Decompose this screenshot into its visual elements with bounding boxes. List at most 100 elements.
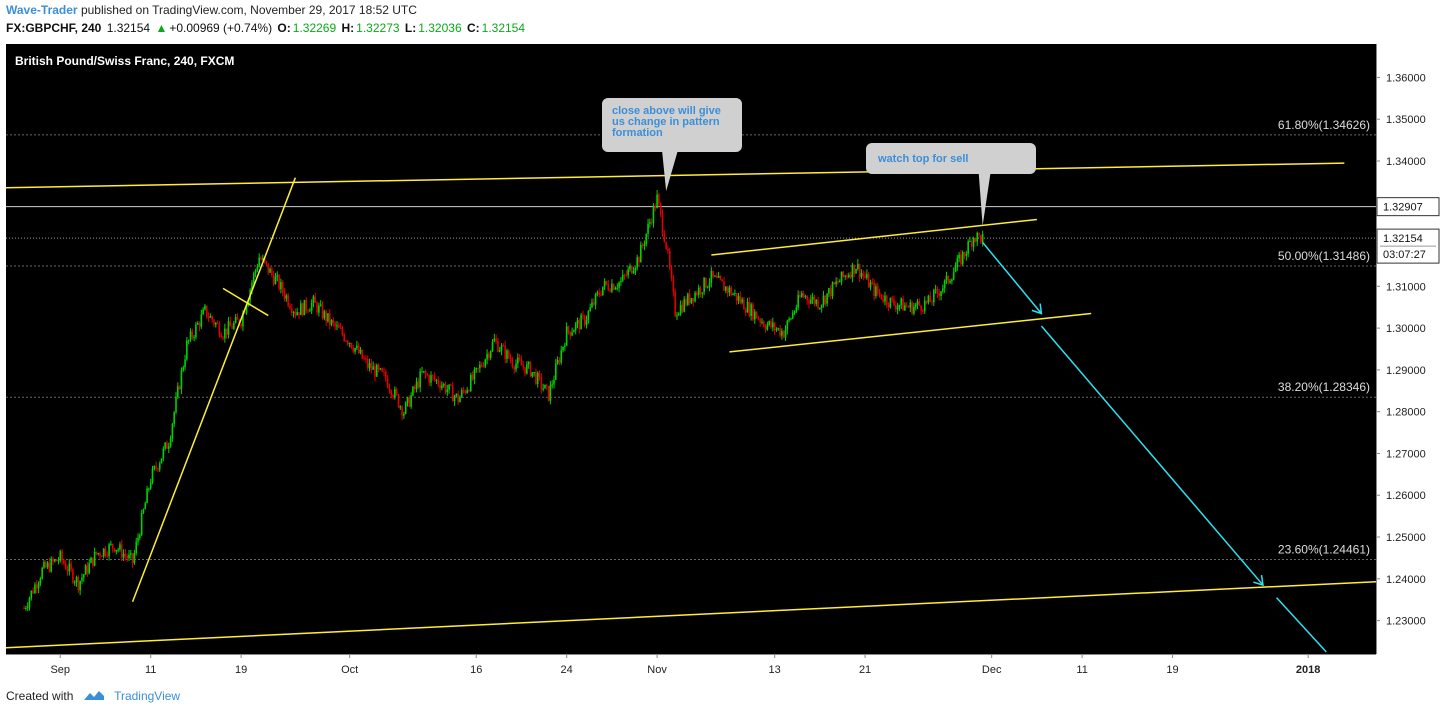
candle-body	[133, 552, 136, 563]
price-chart[interactable]: 1.360001.350001.340001.330001.320001.310…	[0, 42, 1440, 685]
candle-body	[826, 293, 828, 304]
candle-body	[701, 292, 704, 294]
publish-info: published on TradingView.com, November 2…	[80, 3, 417, 17]
candle-body	[101, 555, 103, 557]
candle-body	[142, 509, 145, 514]
candle-body	[191, 331, 194, 338]
candle-body	[374, 366, 376, 377]
countdown-label: 03:07:27	[1383, 249, 1426, 261]
candle-body	[931, 302, 933, 304]
x-tick-label: 13	[769, 664, 781, 676]
candle-body	[867, 274, 870, 288]
candle-body	[585, 319, 588, 325]
candle-body	[889, 297, 892, 308]
candle-body	[717, 276, 720, 278]
tradingview-link[interactable]: TradingView	[114, 689, 181, 703]
created-with-label: Created with	[6, 689, 74, 703]
candle-body	[838, 281, 841, 283]
candle-body	[697, 287, 700, 296]
candle-body	[495, 338, 497, 341]
candle-body	[453, 396, 456, 402]
candle-body	[574, 323, 577, 331]
candle-body	[343, 334, 346, 341]
candle-body	[927, 295, 930, 303]
candle-body	[676, 315, 678, 317]
candle-body	[954, 267, 957, 273]
candle-body	[598, 292, 601, 295]
candle-body	[151, 468, 154, 483]
candle-body	[974, 238, 977, 242]
candle-body	[383, 371, 385, 373]
price-axis-background	[1376, 44, 1440, 684]
symbol-label: FX:GBPCHF, 240	[6, 21, 102, 35]
candle-body	[73, 582, 76, 584]
candle-body	[768, 321, 771, 325]
candle-body	[477, 367, 479, 369]
candle-body	[688, 293, 691, 304]
candle-body	[911, 302, 913, 314]
candle-body	[310, 302, 313, 311]
candle-body	[229, 321, 232, 327]
low-label: L:	[404, 21, 417, 35]
candle-body	[269, 268, 271, 273]
fib-level-label: 61.80%(1.34626)	[1278, 118, 1370, 132]
candle-body	[887, 304, 890, 308]
candle-body	[730, 287, 733, 296]
high-value: 1.32273	[356, 21, 400, 35]
candle-body	[645, 233, 648, 245]
candle-body	[880, 293, 883, 299]
candle-body	[296, 312, 298, 316]
candle-body	[658, 194, 660, 204]
candle-body	[734, 293, 736, 295]
candle-body	[860, 273, 863, 278]
candle-body	[938, 293, 941, 297]
open-value: 1.32269	[292, 21, 337, 35]
candle-body	[455, 393, 458, 397]
candle-body	[858, 263, 861, 278]
candle-body	[497, 340, 499, 352]
candle-body	[233, 322, 235, 329]
candle-body	[348, 342, 351, 344]
candle-body	[536, 372, 539, 385]
candle-body	[276, 275, 279, 277]
candle-body	[502, 345, 505, 347]
candle-body	[567, 326, 570, 332]
candle-body	[800, 293, 803, 298]
candle-body	[211, 315, 213, 321]
candle-body	[254, 270, 257, 274]
candle-body	[562, 346, 564, 351]
candle-body	[904, 305, 906, 311]
candle-body	[135, 541, 138, 553]
candle-body	[379, 368, 382, 370]
candle-body	[307, 310, 309, 312]
candle-body	[243, 313, 246, 315]
candle-body	[104, 548, 107, 556]
candle-body	[466, 390, 468, 393]
candle-body	[753, 311, 756, 320]
candle-body	[515, 363, 517, 370]
time-axis-background	[6, 654, 1376, 684]
candle-body	[934, 289, 937, 291]
candle-body	[90, 557, 92, 564]
candle-body	[808, 300, 810, 304]
candle-body	[611, 283, 613, 292]
candle-body	[415, 381, 418, 389]
candle-body	[681, 304, 684, 312]
projection-arrow-line	[1275, 597, 1327, 653]
candle-body	[781, 331, 783, 336]
candle-body	[401, 406, 403, 416]
candle-body	[725, 286, 727, 291]
candle-body	[236, 316, 239, 320]
candle-body	[790, 318, 792, 320]
candle-body	[811, 296, 814, 300]
candle-body	[630, 265, 633, 274]
candle-body	[186, 340, 188, 360]
author-link[interactable]: Wave-Trader	[6, 3, 78, 17]
candle-body	[468, 390, 470, 392]
candle-body	[511, 360, 514, 367]
x-tick-label: 11	[145, 664, 156, 676]
candle-body	[649, 222, 651, 224]
candle-body	[79, 580, 81, 591]
candle-body	[460, 390, 463, 397]
candle-body	[350, 342, 353, 348]
